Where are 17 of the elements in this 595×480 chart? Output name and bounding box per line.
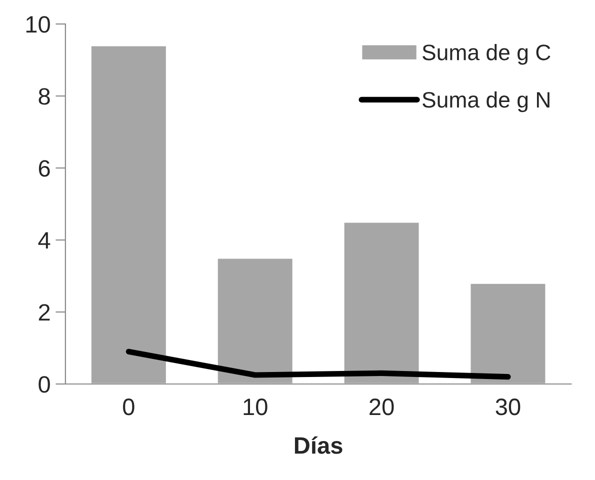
x-tick-label: 10 (244, 398, 268, 416)
x-axis-title: Días (294, 436, 342, 454)
x-tick-label: 30 (496, 398, 520, 416)
bar (216, 257, 294, 384)
x-tick-label: 20 (370, 398, 394, 416)
y-tick-label: 2 (38, 304, 50, 321)
y-tick-label: 10 (26, 16, 50, 33)
bar (469, 282, 547, 384)
legend-label: Suma de g N (422, 91, 550, 112)
legend-label: Suma de g C (422, 44, 550, 65)
x-tick-label: 0 (123, 398, 134, 416)
y-tick-label: 8 (38, 88, 50, 105)
y-tick-label: 4 (38, 232, 50, 249)
bar (90, 44, 168, 384)
y-tick-label: 0 (38, 376, 50, 393)
y-tick-label: 6 (38, 160, 50, 177)
bar (342, 221, 420, 384)
